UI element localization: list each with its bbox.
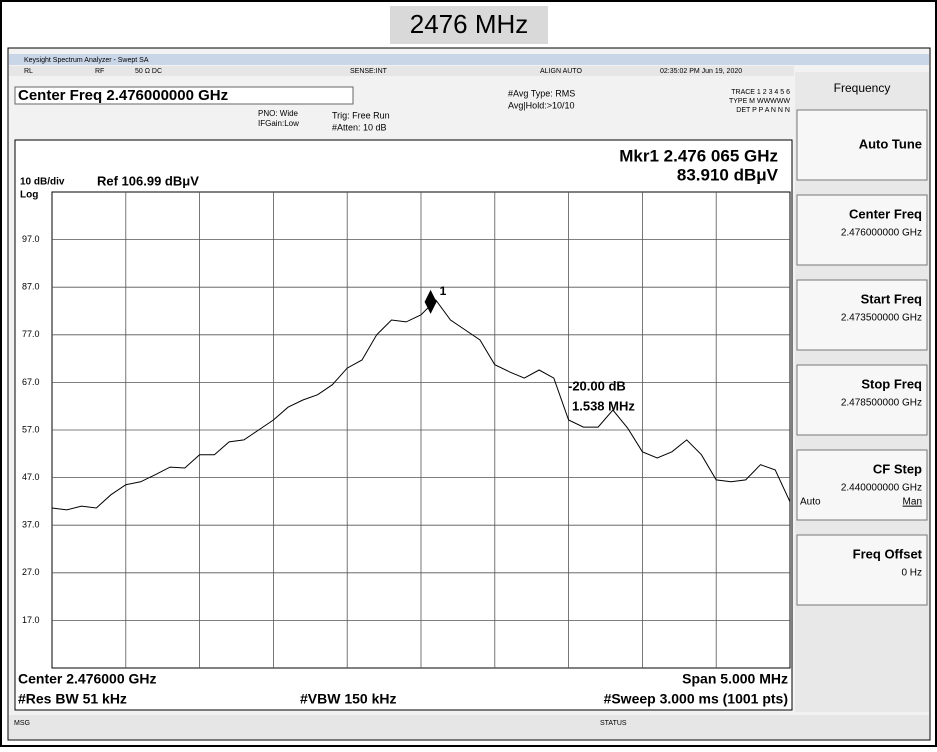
softkey-value: 2.478500000 GHz: [841, 398, 922, 409]
status-item: 02:35:02 PM Jun 19, 2020: [660, 68, 742, 75]
sweep-label: #Sweep 3.000 ms (1001 pts): [604, 691, 788, 707]
softkeys: Frequency Auto Tune Center Freq 2.476000000…: [795, 72, 929, 712]
vbw-label: #VBW 150 kHz: [300, 691, 396, 707]
softkey[interactable]: [796, 364, 928, 436]
y-tick-label: 27.0: [22, 567, 40, 577]
status-item: SENSE:INT: [350, 68, 388, 75]
status-item: 50 Ω DC: [135, 68, 162, 75]
softkey-label: Start Freq: [861, 291, 922, 306]
trace-type: TYPE M WWWWW: [729, 98, 790, 105]
y-tick-label: 67.0: [22, 377, 40, 387]
title-box: [390, 6, 548, 44]
window-titlebar: [9, 54, 929, 65]
softkey-label: Center Freq: [849, 206, 922, 221]
window-title: Keysight Spectrum Analyzer - Swept SA: [24, 57, 149, 64]
ref-level: Ref 106.99 dBμV: [97, 173, 199, 188]
status-items: RL RF 50 Ω DC SENSE:INT ALIGN AUTO 02:35:02 P…: [24, 68, 742, 75]
status-row: [9, 66, 794, 76]
plot: 97.0 87.0 77.0 67.0 57.0 47.0 37.0 27.0 17.0 1 -20…: [22, 191, 791, 669]
status-item: RF: [95, 68, 104, 75]
y-tick-label: 87.0: [22, 282, 40, 292]
softkey-label: CF Step: [873, 461, 922, 476]
softkey[interactable]: [796, 109, 928, 181]
rbw-label: #Res BW 51 kHz: [18, 691, 127, 707]
marker-label: 1: [440, 284, 447, 298]
pno: PNO: Wide: [258, 109, 299, 118]
y-tick-label: 17.0: [22, 615, 40, 625]
softkey[interactable]: [796, 279, 928, 351]
trace: TRACE 1 2 3 4 5 6: [731, 89, 790, 96]
softkey[interactable]: [796, 449, 928, 521]
center-label: Center 2.476000 GHz: [18, 671, 157, 687]
marker: [424, 289, 437, 314]
softkey[interactable]: [796, 194, 928, 266]
softkey-auto: Auto: [800, 497, 821, 508]
message-bar: [9, 715, 929, 739]
graph-area: [14, 139, 793, 711]
y-tick-label: 57.0: [22, 424, 40, 434]
detector: DET P P A N N N: [736, 107, 790, 114]
softkey-man: Man: [903, 497, 922, 508]
softkey-label: Stop Freq: [861, 376, 922, 391]
delta-freq: 1.538 MHz: [572, 398, 635, 413]
y-tick-label: 37.0: [22, 520, 40, 530]
softkey-value: 2.440000000 GHz: [841, 483, 922, 494]
softkey-value: 2.476000000 GHz: [841, 228, 922, 239]
y-tick-label: 47.0: [22, 472, 40, 482]
status-label: STATUS: [600, 720, 627, 727]
span-label: Span 5.000 MHz: [682, 671, 788, 687]
ifgain: IFGain:Low: [258, 119, 299, 128]
status-item: RL: [24, 68, 33, 75]
softkey-value: 0 Hz: [901, 568, 922, 579]
atten: #Atten: 10 dB: [332, 122, 387, 132]
menu-title: Frequency: [834, 81, 891, 95]
y-tick-label: 77.0: [22, 329, 40, 339]
scale: 10 dB/div: [20, 177, 65, 188]
delta-level: -20.00 dB: [568, 378, 626, 393]
scale-type: Log: [20, 190, 38, 201]
marker-level: 83.910 dBμV: [677, 165, 779, 184]
avg-type: #Avg Type: RMS: [508, 88, 575, 98]
center-freq: Center Freq 2.476000000 GHz: [18, 87, 228, 104]
msg-label: MSG: [14, 720, 30, 727]
softkey-label: Freq Offset: [853, 546, 923, 561]
center-freq-box: [14, 86, 354, 105]
trace: [51, 299, 791, 511]
y-tick-label: 97.0: [22, 234, 40, 244]
marker-freq: Mkr1 2.476 065 GHz: [619, 146, 778, 165]
softkey-value: 2.473500000 GHz: [841, 313, 922, 324]
softkey[interactable]: [796, 534, 928, 606]
softkey-label: Auto Tune: [859, 136, 922, 151]
status-item: ALIGN AUTO: [540, 68, 582, 75]
avg-hold: Avg|Hold:>10/10: [508, 100, 574, 110]
page-title: 2476 MHz: [410, 9, 529, 39]
trig: Trig: Free Run: [332, 110, 390, 120]
